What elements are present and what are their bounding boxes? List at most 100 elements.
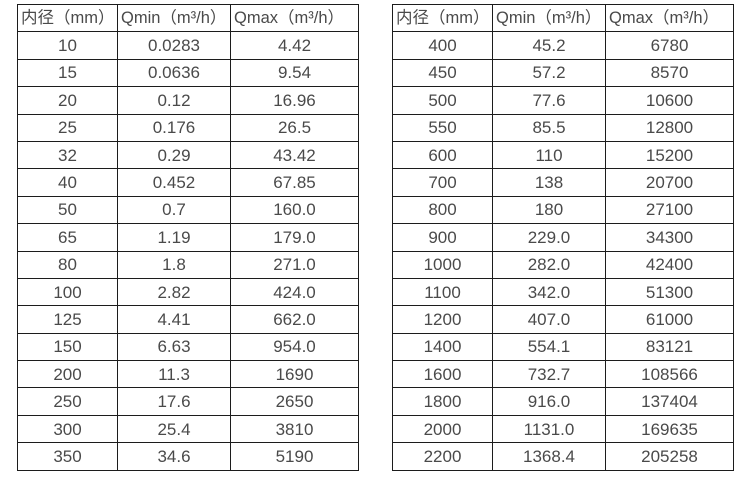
table-row: 25 0.176 26.5 <box>17 113 359 142</box>
column-header: 内径（mm） <box>17 3 118 33</box>
qmax-cell: 4.42 <box>230 31 359 60</box>
table-row: 125 4.41 662.0 <box>17 305 359 334</box>
qmin-cell: 57.2 <box>492 58 606 88</box>
table-row: 1100 342.0 51300 <box>392 277 734 307</box>
table-row: 400 45.2 6780 <box>392 31 734 60</box>
column-header: Qmax（m³/h） <box>230 3 359 33</box>
diameter-cell: 800 <box>392 195 493 225</box>
qmax-cell: 34300 <box>605 223 734 252</box>
table-row: 900 229.0 34300 <box>392 223 734 252</box>
qmin-cell: 916.0 <box>492 387 606 416</box>
qmin-cell: 34.6 <box>117 442 231 471</box>
qmin-cell: 17.6 <box>117 387 231 416</box>
qmax-cell: 3810 <box>230 414 359 444</box>
qmax-cell: 8570 <box>605 58 734 88</box>
qmax-cell: 9.54 <box>230 58 359 88</box>
diameter-cell: 350 <box>17 442 118 471</box>
table-row: 600 110 15200 <box>392 140 734 170</box>
diameter-cell: 1600 <box>392 360 493 389</box>
qmax-cell: 16.96 <box>230 86 359 115</box>
qmax-cell: 15200 <box>605 140 734 170</box>
qmin-cell: 6.63 <box>117 332 231 362</box>
diameter-cell: 25 <box>17 113 118 142</box>
table-row: 1800 916.0 137404 <box>392 387 734 416</box>
qmin-cell: 25.4 <box>117 414 231 444</box>
qmax-cell: 108566 <box>605 360 734 389</box>
header-row: 内径（mm） Qmin（m³/h） Qmax（m³/h） <box>392 3 734 33</box>
qmax-cell: 662.0 <box>230 305 359 334</box>
diameter-cell: 40 <box>17 168 118 197</box>
table-row: 350 34.6 5190 <box>17 442 359 471</box>
qmin-cell: 732.7 <box>492 360 606 389</box>
diameter-cell: 200 <box>17 360 118 389</box>
diameter-cell: 1000 <box>392 250 493 279</box>
table-row: 450 57.2 8570 <box>392 58 734 88</box>
qmin-cell: 554.1 <box>492 332 606 362</box>
qmin-cell: 1368.4 <box>492 442 606 471</box>
qmax-cell: 43.42 <box>230 140 359 170</box>
qmin-cell: 180 <box>492 195 606 225</box>
qmin-cell: 1.19 <box>117 223 231 252</box>
qmin-cell: 85.5 <box>492 113 606 142</box>
table-row: 500 77.6 10600 <box>392 86 734 115</box>
qmax-cell: 20700 <box>605 168 734 197</box>
qmin-cell: 0.176 <box>117 113 231 142</box>
qmin-cell: 11.3 <box>117 360 231 389</box>
column-header: Qmin（m³/h） <box>117 3 231 33</box>
qmax-cell: 1690 <box>230 360 359 389</box>
diameter-cell: 550 <box>392 113 493 142</box>
diameter-cell: 15 <box>17 58 118 88</box>
qmax-cell: 27100 <box>605 195 734 225</box>
table-row: 1000 282.0 42400 <box>392 250 734 279</box>
diameter-cell: 450 <box>392 58 493 88</box>
qmax-cell: 51300 <box>605 277 734 307</box>
qmin-cell: 45.2 <box>492 31 606 60</box>
column-header: Qmax（m³/h） <box>605 3 734 33</box>
table-row: 65 1.19 179.0 <box>17 223 359 252</box>
diameter-cell: 1100 <box>392 277 493 307</box>
qmax-cell: 424.0 <box>230 277 359 307</box>
qmin-cell: 2.82 <box>117 277 231 307</box>
qmax-cell: 954.0 <box>230 332 359 362</box>
qmax-cell: 61000 <box>605 305 734 334</box>
diameter-cell: 1800 <box>392 387 493 416</box>
diameter-cell: 10 <box>17 31 118 60</box>
diameter-cell: 500 <box>392 86 493 115</box>
qmax-cell: 271.0 <box>230 250 359 279</box>
qmax-cell: 5190 <box>230 442 359 471</box>
diameter-cell: 50 <box>17 195 118 225</box>
qmin-cell: 138 <box>492 168 606 197</box>
diameter-cell: 250 <box>17 387 118 416</box>
flow-table-small-diameters: 内径（mm） Qmin（m³/h） Qmax（m³/h） 10 0.0283 4.42 15… <box>17 3 359 471</box>
table-row: 300 25.4 3810 <box>17 414 359 444</box>
qmin-cell: 0.0636 <box>117 58 231 88</box>
qmin-cell: 110 <box>492 140 606 170</box>
diameter-cell: 2200 <box>392 442 493 471</box>
diameter-cell: 150 <box>17 332 118 362</box>
header-row: 内径（mm） Qmin（m³/h） Qmax（m³/h） <box>17 3 359 33</box>
table-row: 150 6.63 954.0 <box>17 332 359 362</box>
qmax-cell: 169635 <box>605 414 734 444</box>
qmax-cell: 6780 <box>605 31 734 60</box>
qmin-cell: 229.0 <box>492 223 606 252</box>
table-row: 550 85.5 12800 <box>392 113 734 142</box>
table-row: 1400 554.1 83121 <box>392 332 734 362</box>
table-row: 700 138 20700 <box>392 168 734 197</box>
qmax-cell: 42400 <box>605 250 734 279</box>
qmax-cell: 83121 <box>605 332 734 362</box>
qmin-cell: 1.8 <box>117 250 231 279</box>
qmin-cell: 77.6 <box>492 86 606 115</box>
table-row: 800 180 27100 <box>392 195 734 225</box>
qmin-cell: 0.29 <box>117 140 231 170</box>
qmin-cell: 282.0 <box>492 250 606 279</box>
qmin-cell: 342.0 <box>492 277 606 307</box>
qmax-cell: 2650 <box>230 387 359 416</box>
table-row: 1200 407.0 61000 <box>392 305 734 334</box>
table-row: 100 2.82 424.0 <box>17 277 359 307</box>
table-row: 2000 1131.0 169635 <box>392 414 734 444</box>
qmax-cell: 67.85 <box>230 168 359 197</box>
table-row: 32 0.29 43.42 <box>17 140 359 170</box>
column-header: Qmin（m³/h） <box>492 3 606 33</box>
table-row: 250 17.6 2650 <box>17 387 359 416</box>
